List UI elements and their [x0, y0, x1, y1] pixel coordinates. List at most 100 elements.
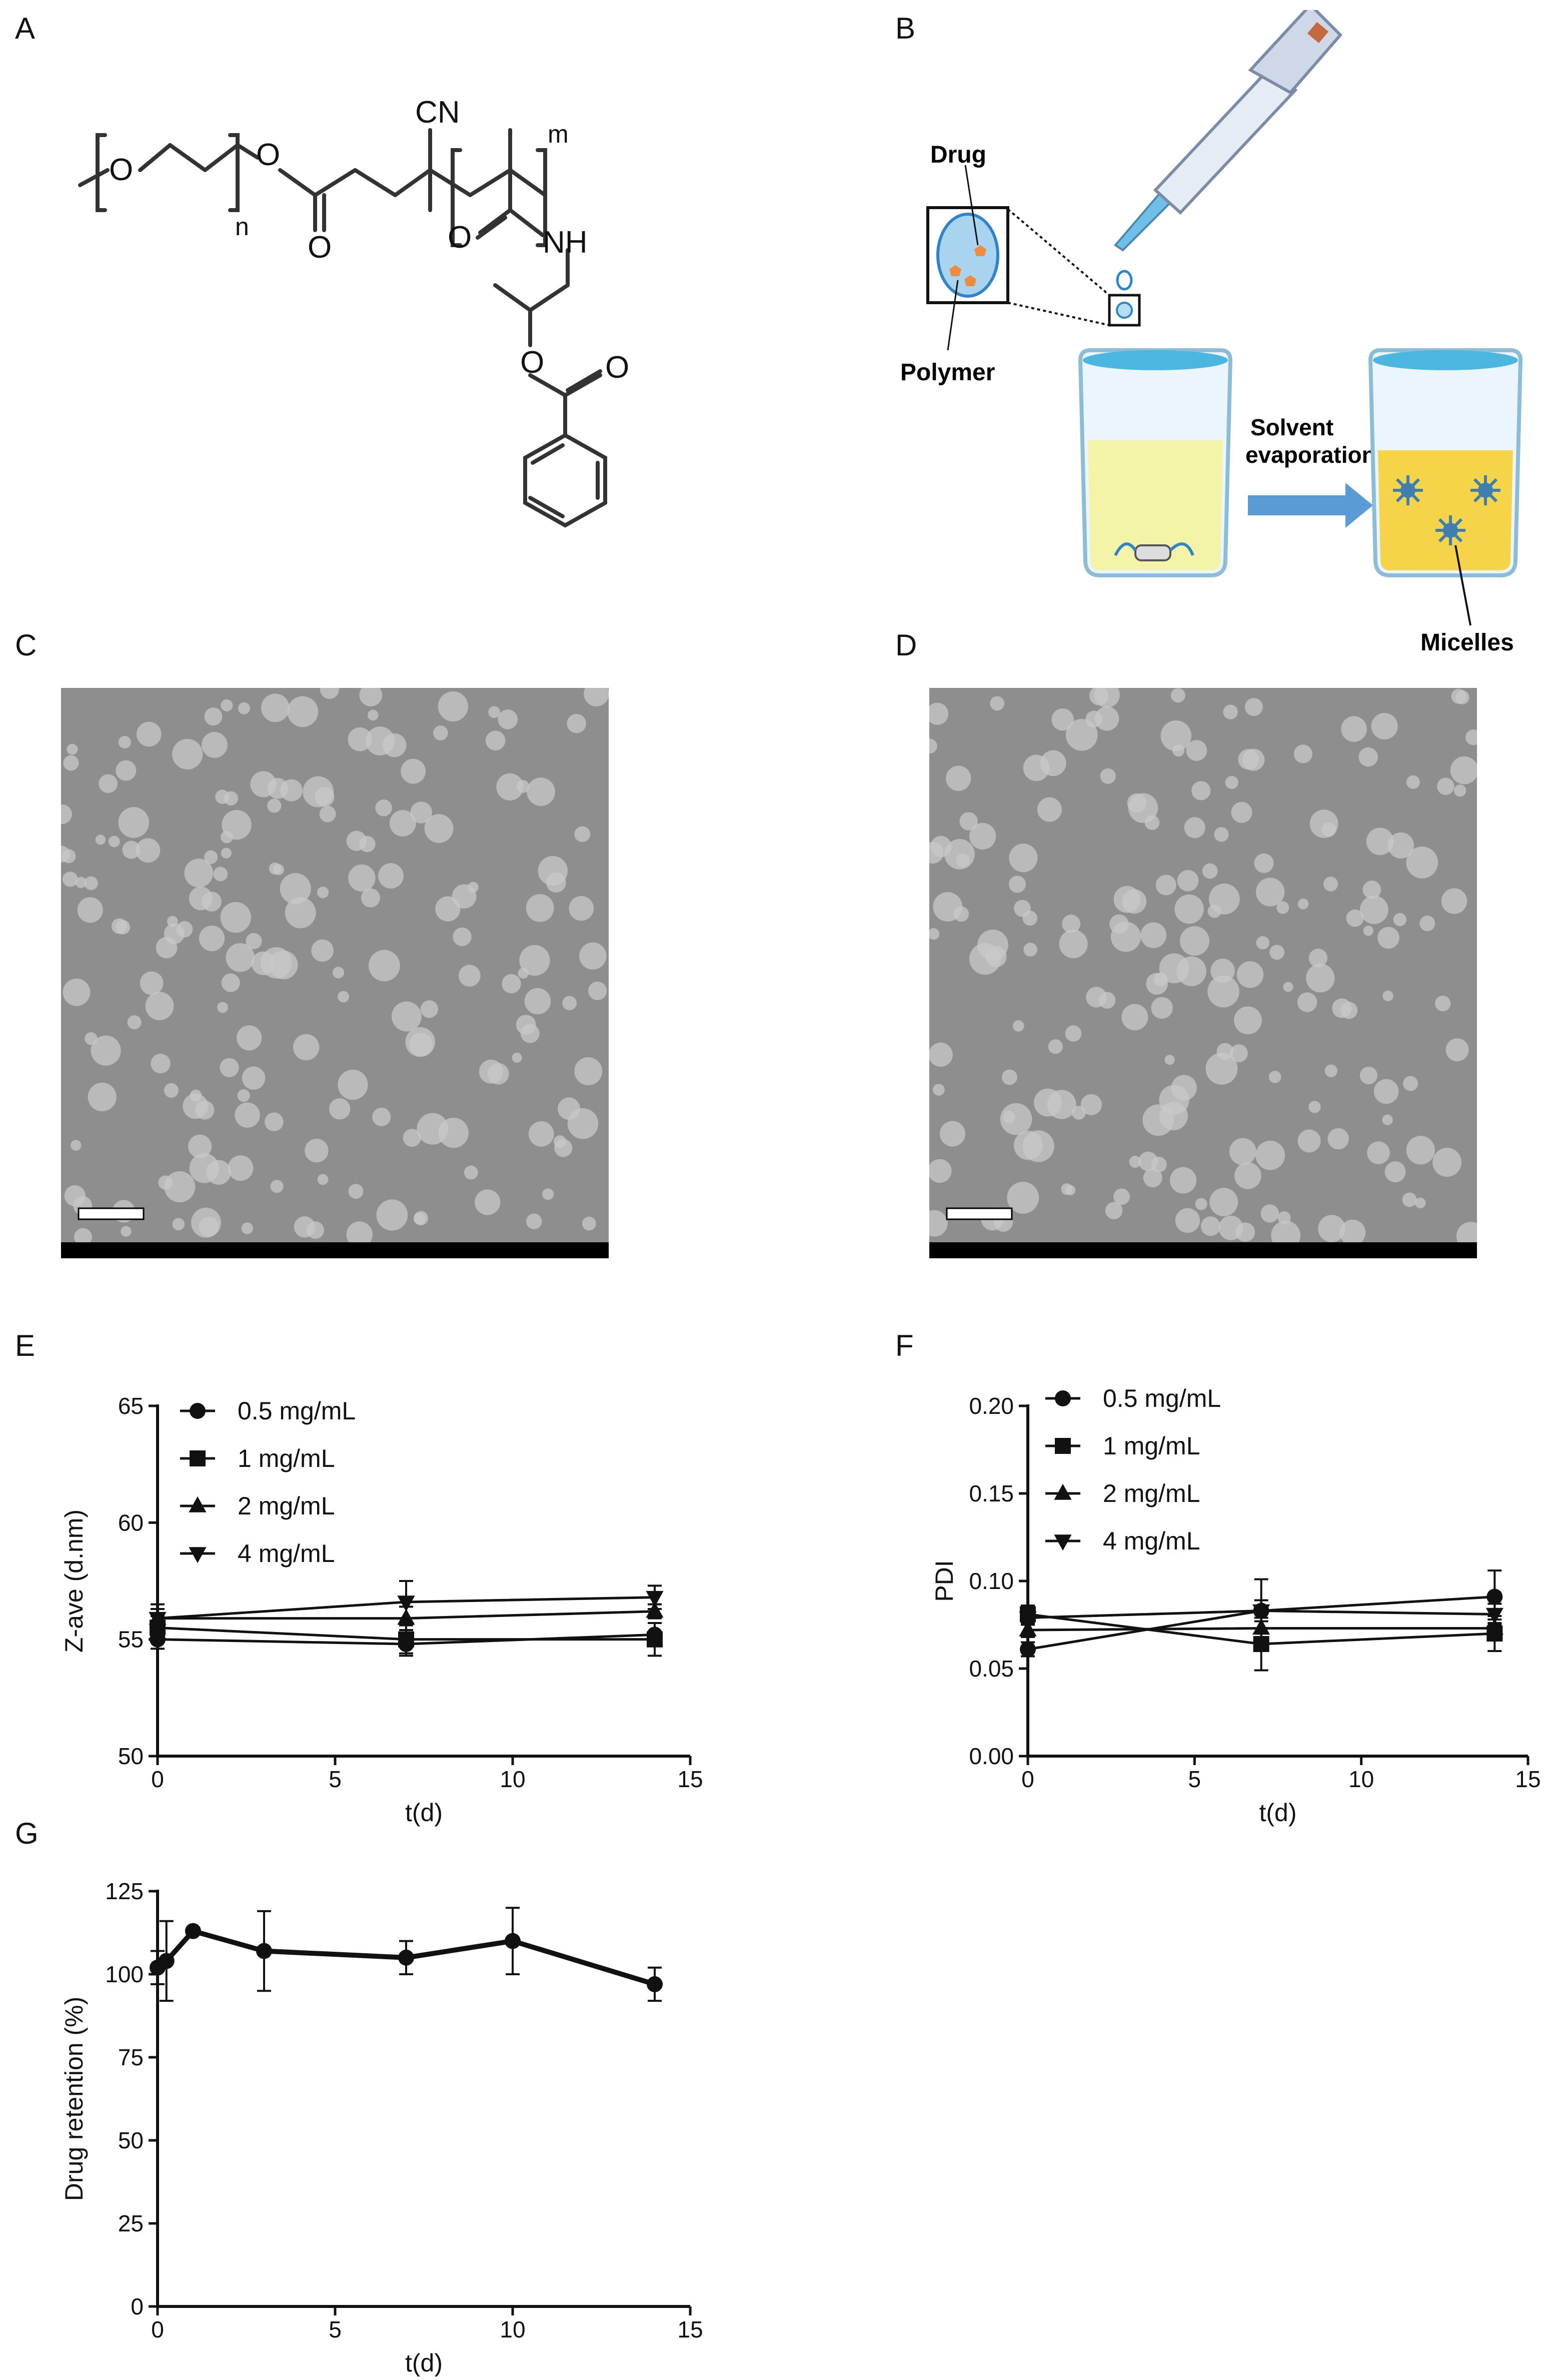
subscript-m: m [548, 120, 569, 148]
x-tick-label: 15 [677, 1766, 703, 1792]
atom-cn: CN [415, 95, 460, 130]
y-tick-label: 50 [118, 1743, 144, 1769]
atom-o-carbonyl: O [605, 350, 629, 385]
data-point [1252, 1604, 1270, 1621]
data-point [1054, 1483, 1072, 1500]
x-tick-label: 0 [1021, 1766, 1034, 1792]
beaker-left-icon [1078, 348, 1233, 577]
atom-o-5: O [520, 345, 544, 380]
data-point [189, 1496, 207, 1512]
legend-entry: 1 mg/mL [1103, 1432, 1200, 1460]
y-tick-label: 75 [118, 2044, 144, 2070]
data-point [185, 1923, 201, 1939]
data-point [397, 1596, 415, 1612]
atom-o-1: O [109, 153, 133, 187]
atom-o-2: O [256, 138, 280, 172]
droplet-icon [1116, 270, 1133, 291]
droplet-zoom-box [1108, 294, 1141, 327]
scale-bar [78, 1207, 145, 1220]
x-tick-label: 0 [151, 1766, 164, 1792]
data-point [398, 1631, 414, 1648]
x-tick-label: 0 [151, 2316, 164, 2342]
legend-entry: 1 mg/mL [238, 1444, 335, 1472]
panel-letter-g: G [15, 1817, 39, 1850]
label-drug: Drug [930, 142, 986, 168]
data-point [1055, 1390, 1071, 1406]
chart-e-zave: 0 5 10 15 50 55 60 65 t(d) Z-ave (d.nm) 0.5 mg/mL 1… [60, 1393, 703, 1827]
y-tick-label: 65 [118, 1393, 144, 1419]
x-tick-label: 10 [500, 2316, 525, 2342]
beaker-right-icon [1368, 348, 1523, 577]
y-tick-label: 0.20 [969, 1393, 1014, 1419]
label-micelles: Micelles [1420, 629, 1514, 656]
y-tick-label: 0.15 [969, 1480, 1014, 1506]
x-tick-label: 10 [1348, 1766, 1374, 1792]
series-3 [149, 1580, 664, 1634]
panel-letter-c: C [15, 628, 37, 662]
data-point [646, 1591, 664, 1607]
data-point [398, 1949, 414, 1966]
x-tick-label: 5 [329, 1766, 342, 1792]
y-axis-label: Z-ave (d.nm) [60, 1509, 88, 1653]
data-point [647, 1976, 663, 1992]
data-point [1020, 1641, 1036, 1658]
legend-entry: 4 mg/mL [238, 1539, 335, 1567]
data-point [1485, 1608, 1503, 1624]
x-tick-label: 10 [500, 1766, 525, 1792]
x-axis-label: t(d) [1259, 1799, 1297, 1827]
data-point [1054, 1534, 1072, 1551]
drug-icon [974, 245, 986, 256]
chart-f-pdi: 0 5 10 15 0.00 0.05 0.10 0.15 0.20 t(d) PDI 0.5 mg/… [930, 1384, 1541, 1827]
legend-entry: 0.5 mg/mL [238, 1397, 356, 1425]
y-tick-label: 0.05 [969, 1656, 1014, 1682]
drug-icon [964, 275, 976, 286]
drug-icon [949, 265, 961, 276]
data-point [647, 1631, 663, 1648]
x-axis-label: t(d) [405, 1799, 443, 1827]
data-point [149, 1612, 167, 1628]
data-point [189, 1547, 207, 1563]
data-point [1055, 1438, 1071, 1454]
y-tick-label: 25 [118, 2210, 144, 2236]
data-point [505, 1933, 521, 1949]
droplet-emulsion-icon [1116, 302, 1133, 319]
y-tick-label: 125 [105, 1878, 144, 1904]
data-point [1019, 1620, 1037, 1637]
y-tick-label: 0.00 [969, 1743, 1014, 1769]
atom-o-4: O [448, 220, 472, 255]
data-point [1485, 1619, 1503, 1635]
data-point [158, 1953, 175, 1969]
data-point [256, 1943, 272, 1959]
y-axis-label: PDI [930, 1560, 958, 1602]
legend-entry: 2 mg/mL [238, 1492, 335, 1520]
data-point [190, 1450, 206, 1466]
x-tick-label: 5 [329, 2316, 342, 2342]
polymer-chemical-structure: O O O O O CN NH O n m [78, 95, 629, 528]
series-1 [150, 1615, 663, 1657]
y-tick-label: 55 [118, 1627, 144, 1653]
y-tick-label: 0.10 [969, 1568, 1014, 1594]
y-tick-label: 100 [105, 1961, 144, 1987]
micelle-preparation-scheme: Drug Polymer Solvent evaporation Micelle… [900, 10, 1523, 656]
subscript-n: n [235, 213, 249, 241]
tem-image-c [61, 688, 609, 1258]
atom-nh: NH [543, 225, 588, 260]
tem-image-d [929, 688, 1477, 1258]
y-tick-label: 50 [118, 2127, 144, 2153]
label-polymer: Polymer [900, 359, 995, 386]
data-point [1486, 1589, 1503, 1605]
data-point [1019, 1611, 1037, 1628]
panel-letter-b: B [895, 12, 916, 45]
legend-entry: 2 mg/mL [1103, 1479, 1200, 1507]
label-evaporation: evaporation [1245, 442, 1376, 468]
y-tick-label: 0 [131, 2293, 144, 2319]
scale-bar [946, 1207, 1013, 1220]
x-tick-label: 15 [677, 2316, 703, 2342]
legend-entry: 0.5 mg/mL [1103, 1384, 1221, 1412]
label-solvent: Solvent [1250, 414, 1333, 440]
panel-letter-f: F [895, 1329, 914, 1362]
x-axis-label: t(d) [405, 2349, 443, 2376]
x-tick-label: 5 [1188, 1766, 1201, 1792]
series-3 [1019, 1578, 1503, 1644]
pipette-icon [1114, 10, 1343, 252]
